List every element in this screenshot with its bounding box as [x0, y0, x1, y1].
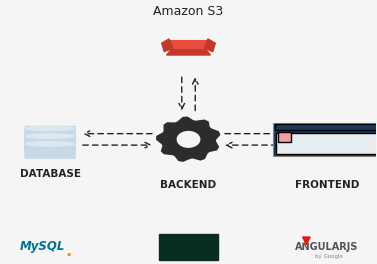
Text: BACKEND: BACKEND [161, 180, 216, 190]
FancyBboxPatch shape [159, 234, 218, 261]
FancyBboxPatch shape [25, 127, 75, 143]
FancyBboxPatch shape [25, 135, 75, 150]
Polygon shape [303, 237, 310, 245]
FancyBboxPatch shape [274, 124, 377, 130]
FancyBboxPatch shape [273, 123, 377, 156]
Text: by Google: by Google [315, 254, 343, 259]
FancyBboxPatch shape [276, 133, 377, 154]
Text: A: A [303, 237, 309, 246]
Polygon shape [204, 39, 215, 52]
Ellipse shape [26, 134, 74, 138]
Text: FRONTEND: FRONTEND [295, 180, 359, 190]
FancyBboxPatch shape [25, 143, 75, 158]
Text: MySQL: MySQL [20, 240, 65, 253]
FancyBboxPatch shape [278, 131, 291, 142]
FancyBboxPatch shape [26, 126, 74, 151]
Text: DATABASE: DATABASE [20, 169, 81, 179]
Text: django: django [164, 241, 213, 254]
Text: ANGULARJS: ANGULARJS [295, 242, 359, 252]
Text: .: . [66, 242, 72, 260]
Polygon shape [167, 49, 210, 55]
Polygon shape [168, 41, 209, 48]
Text: Amazon S3: Amazon S3 [153, 5, 224, 18]
Ellipse shape [26, 126, 74, 131]
Polygon shape [177, 131, 200, 147]
Ellipse shape [26, 142, 74, 146]
Polygon shape [162, 39, 173, 52]
Polygon shape [157, 117, 219, 161]
